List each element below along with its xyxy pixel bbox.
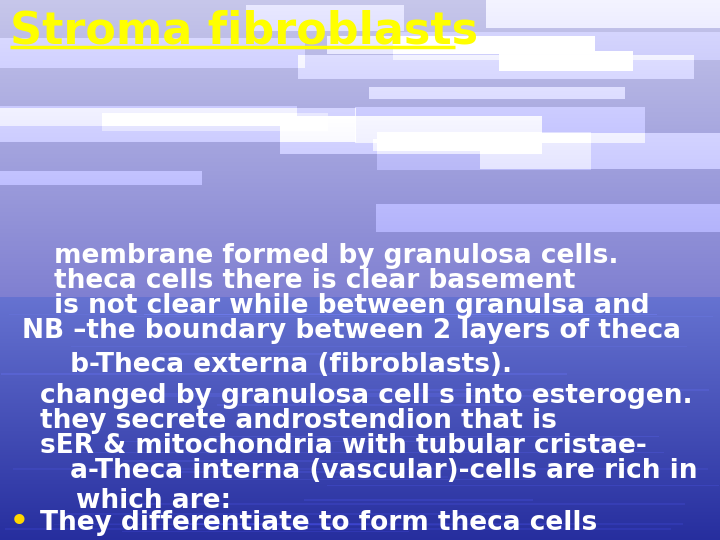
Text: NB –the boundary between 2 layers of theca: NB –the boundary between 2 layers of the… bbox=[22, 318, 680, 344]
Text: theca cells there is clear basement: theca cells there is clear basement bbox=[54, 268, 575, 294]
Text: •: • bbox=[10, 508, 29, 536]
Text: They differentiate to form theca cells: They differentiate to form theca cells bbox=[40, 510, 597, 536]
Text: b-Theca externa (fibroblasts).: b-Theca externa (fibroblasts). bbox=[61, 352, 513, 378]
Text: is not clear while between granulsa and: is not clear while between granulsa and bbox=[54, 293, 649, 319]
Text: changed by granulosa cell s into esterogen.: changed by granulosa cell s into esterog… bbox=[40, 383, 692, 409]
Text: which are:: which are: bbox=[76, 488, 230, 514]
Text: Stroma fibroblasts: Stroma fibroblasts bbox=[10, 10, 478, 53]
Text: a-Theca interna (vascular)-cells are rich in: a-Theca interna (vascular)-cells are ric… bbox=[61, 458, 698, 484]
Text: sER & mitochondria with tubular cristae-: sER & mitochondria with tubular cristae- bbox=[40, 433, 647, 459]
Text: they secrete androstendion that is: they secrete androstendion that is bbox=[40, 408, 557, 434]
Text: membrane formed by granulosa cells.: membrane formed by granulosa cells. bbox=[54, 243, 618, 269]
